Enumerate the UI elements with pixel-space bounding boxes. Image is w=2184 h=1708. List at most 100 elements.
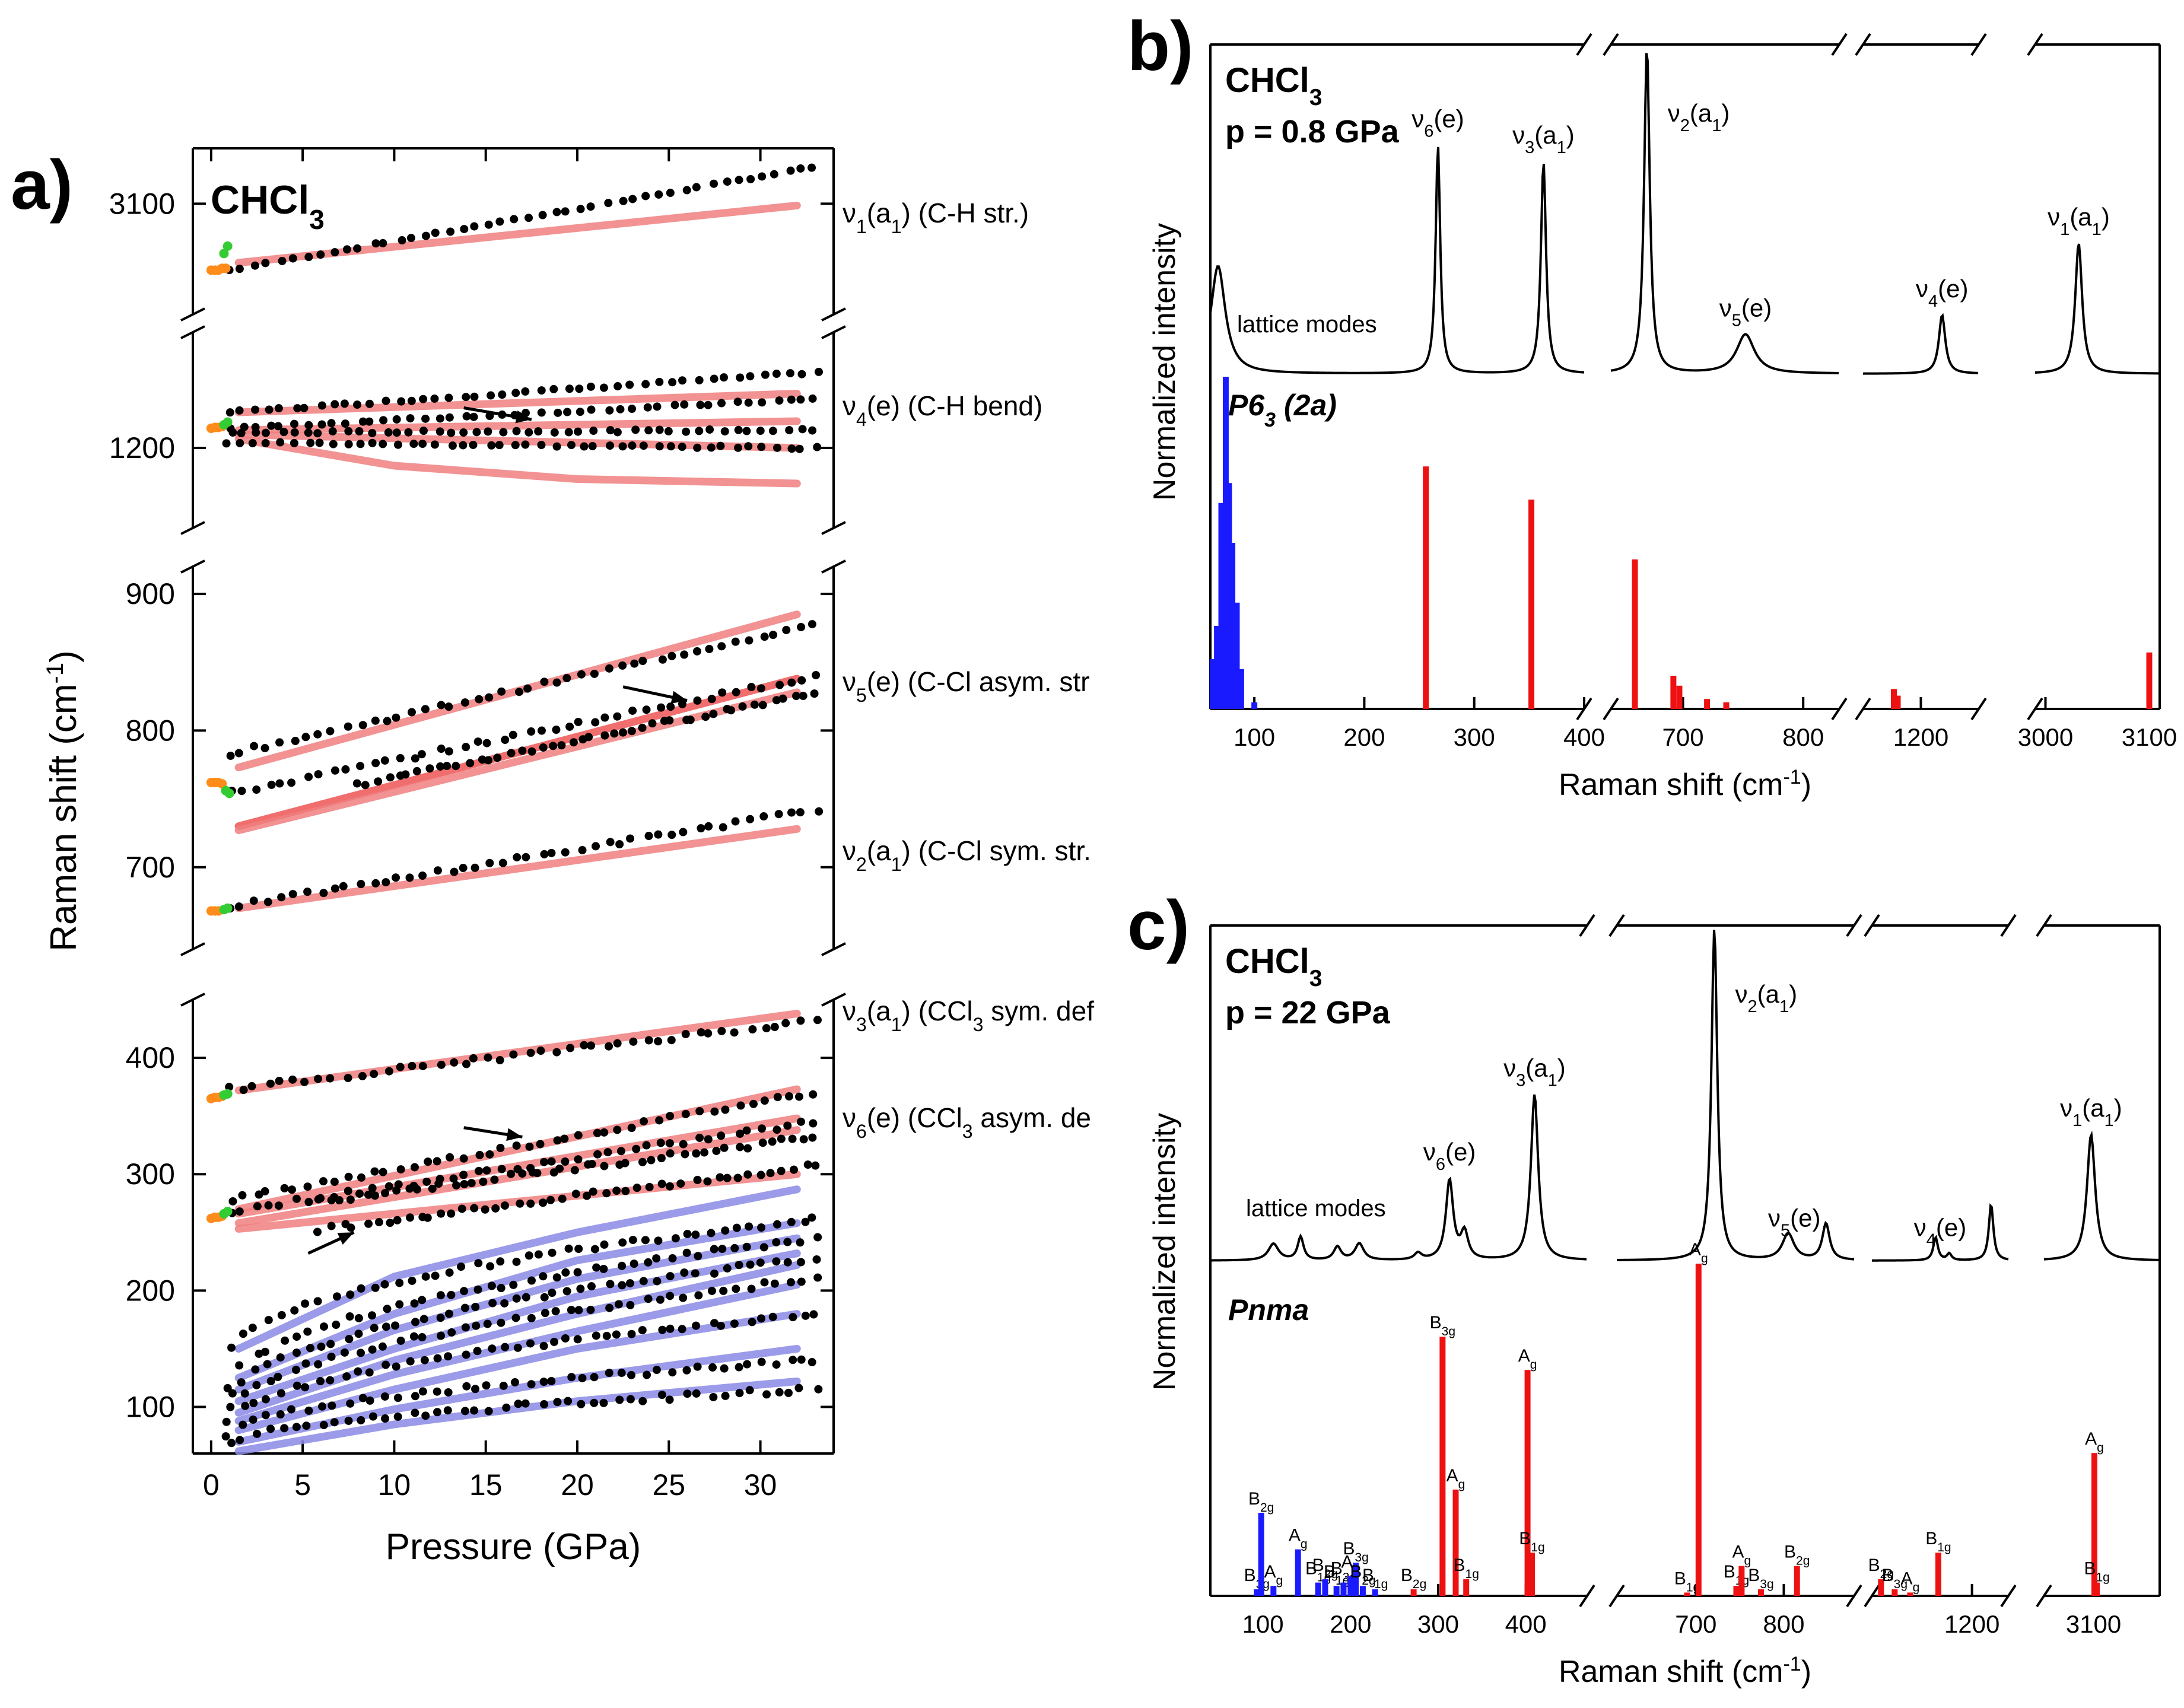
data-point <box>789 1165 798 1174</box>
data-point <box>616 1147 625 1156</box>
data-point <box>797 1277 806 1286</box>
x-tick-label: 1200 <box>1944 1610 1999 1638</box>
data-point <box>638 1397 647 1405</box>
mode-symmetry-label: Ag <box>2085 1429 2104 1455</box>
data-point <box>783 1258 792 1267</box>
data-point <box>409 440 418 449</box>
data-point <box>766 1169 775 1178</box>
data-point <box>384 428 393 437</box>
calculated-line <box>1333 1586 1340 1596</box>
calculated-line <box>1372 1589 1378 1596</box>
data-point <box>330 766 339 775</box>
data-point <box>628 195 637 203</box>
data-point <box>393 1216 402 1224</box>
axis-break-mark <box>1831 33 1848 56</box>
data-point <box>667 1036 676 1045</box>
data-point <box>344 1172 353 1181</box>
data-point <box>681 1030 690 1039</box>
data-point <box>679 1293 688 1302</box>
data-point <box>293 1348 301 1357</box>
data-point <box>686 715 695 724</box>
data-point <box>420 1356 429 1365</box>
data-point <box>723 1173 732 1182</box>
data-point <box>508 730 517 739</box>
data-point <box>772 1257 781 1266</box>
data-point <box>395 1300 404 1309</box>
data-point <box>378 1342 387 1351</box>
data-point <box>717 1131 726 1140</box>
data-point <box>590 1245 599 1254</box>
data-point <box>642 1141 651 1150</box>
data-point <box>655 442 664 451</box>
data-point <box>604 199 613 208</box>
axis-break-mark <box>821 325 846 339</box>
data-point <box>368 1184 377 1192</box>
panel-c: 100 200 300 400 700 800 1200 3100 Raman shift (c… <box>1147 914 2161 1689</box>
data-point <box>721 1105 730 1114</box>
data-point <box>600 731 609 740</box>
data-point <box>471 863 479 872</box>
axis-break-mark <box>1576 697 1592 721</box>
data-point <box>478 755 487 764</box>
data-point <box>444 1388 453 1397</box>
data-point <box>808 1213 816 1222</box>
data-point <box>335 1196 344 1205</box>
y-axis-title: Normalized intensity <box>1147 223 1182 501</box>
data-point <box>613 1125 622 1134</box>
data-point <box>260 1187 269 1196</box>
data-point <box>743 1144 752 1153</box>
data-point <box>799 1135 808 1144</box>
x-tick-label: 200 <box>1343 723 1385 751</box>
data-point <box>578 846 587 855</box>
data-point <box>358 1394 367 1402</box>
data-point <box>693 1362 702 1371</box>
data-point <box>562 1287 571 1296</box>
data-point <box>691 1230 700 1239</box>
calculated-curve <box>234 1344 801 1446</box>
calculated-line <box>1218 502 1225 709</box>
calculated-line <box>1423 466 1429 709</box>
y-tick-label: 800 <box>126 714 175 747</box>
data-point <box>772 1238 781 1246</box>
data-point <box>304 1406 313 1415</box>
data-point <box>319 1421 328 1430</box>
data-point <box>368 1412 377 1421</box>
data-point <box>421 705 430 714</box>
data-point <box>758 1124 767 1133</box>
data-point <box>500 1299 509 1308</box>
data-point <box>248 439 257 448</box>
data-point <box>292 1423 301 1432</box>
data-point <box>382 1360 390 1369</box>
data-point <box>602 1189 611 1198</box>
data-point <box>796 808 805 817</box>
data-point <box>599 1264 608 1273</box>
data-point <box>340 1348 349 1357</box>
data-point <box>735 176 743 185</box>
data-point <box>471 1385 480 1394</box>
y-tick-label: 700 <box>126 851 175 884</box>
data-point <box>721 1226 730 1235</box>
data-point <box>657 703 666 712</box>
data-point <box>730 1319 739 1328</box>
calculated-line <box>2094 1582 2100 1596</box>
data-point <box>707 443 716 452</box>
chart-title: CHCl3 <box>1225 61 1322 110</box>
data-point <box>808 426 817 435</box>
mode-symmetry-label: B2g <box>1248 1489 1274 1515</box>
data-point <box>406 414 415 423</box>
axis-break-mark <box>1608 914 1625 937</box>
data-point <box>487 391 495 400</box>
data-point <box>592 1331 600 1340</box>
data-point <box>539 1341 548 1350</box>
data-point <box>678 699 686 708</box>
data-point <box>345 1312 354 1321</box>
data-point <box>682 427 691 436</box>
data-point <box>758 1138 767 1147</box>
data-point <box>627 1329 636 1338</box>
data-point <box>786 166 795 175</box>
data-point <box>717 399 726 408</box>
data-point <box>428 1184 437 1193</box>
data-point <box>518 1169 527 1178</box>
data-point <box>787 444 796 453</box>
data-point <box>521 387 530 396</box>
